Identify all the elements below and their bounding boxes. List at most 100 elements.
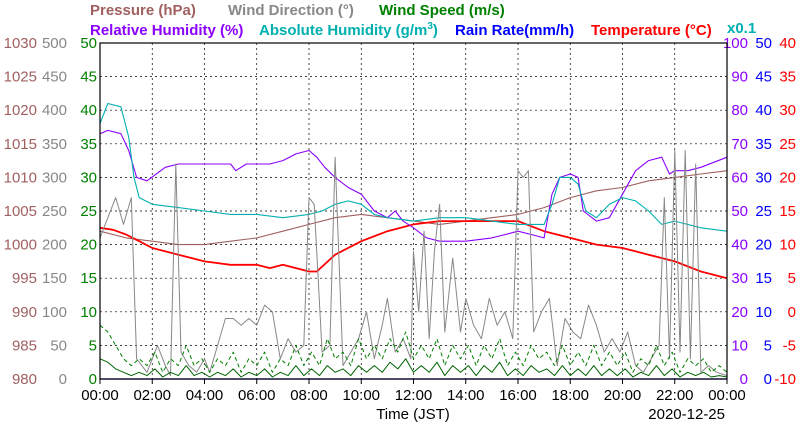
- tick-label-rel_hum: 10: [731, 337, 748, 354]
- tick-label-wind_dir: 100: [42, 304, 67, 321]
- tick-label-temp: 35: [779, 69, 796, 86]
- x-tick-label: 02:00: [133, 387, 171, 404]
- x-tick-label: 08:00: [290, 387, 328, 404]
- legend-absolute-humidity: Absolute Humidity (g/m3): [259, 21, 438, 39]
- tick-label-rain: 0: [764, 371, 772, 388]
- x-axis-label: Time (JST): [376, 406, 450, 423]
- tick-label-temp: 0: [788, 304, 796, 321]
- tick-label-wind_speed: 30: [80, 169, 97, 186]
- x-tick-label: 18:00: [551, 387, 589, 404]
- tick-label-wind_dir: 500: [42, 35, 67, 52]
- tick-label-rel_hum: 40: [731, 237, 748, 254]
- tick-label-wind_speed: 5: [89, 337, 97, 354]
- left-axis-ticks: 9809859909951000100510101015102010251030…: [4, 35, 97, 388]
- legend-relative-humidity: Relative Humidity (%): [90, 22, 243, 39]
- abs-humidity-scale-note: x0.1: [727, 20, 756, 37]
- tick-label-temp: -10: [774, 371, 796, 388]
- tick-label-rel_hum: 30: [731, 270, 748, 287]
- tick-label-pressure: 985: [12, 337, 37, 354]
- tick-label-wind_dir: 400: [42, 102, 67, 119]
- tick-label-pressure: 1005: [4, 203, 37, 220]
- tick-label-temp: -5: [783, 337, 796, 354]
- tick-label-rain: 40: [755, 102, 772, 119]
- tick-label-wind_speed: 10: [80, 304, 97, 321]
- tick-label-rain: 15: [755, 270, 772, 287]
- x-tick-label: 22:00: [656, 387, 694, 404]
- right-axis-ticks: 0102030405060708090100051015202530354045…: [723, 35, 796, 388]
- tick-label-temp: 10: [779, 237, 796, 254]
- legend-wind-speed: Wind Speed (m/s): [379, 2, 505, 19]
- tick-label-wind_speed: 0: [89, 371, 97, 388]
- plot-frame: [99, 42, 728, 380]
- tick-label-wind_speed: 15: [80, 270, 97, 287]
- tick-label-wind_dir: 300: [42, 169, 67, 186]
- tick-label-rain: 30: [755, 169, 772, 186]
- tick-label-rain: 5: [764, 337, 772, 354]
- tick-label-wind_speed: 20: [80, 237, 97, 254]
- tick-label-pressure: 1000: [4, 237, 37, 254]
- tick-label-temp: 15: [779, 203, 796, 220]
- grid-lines: [100, 43, 727, 379]
- tick-label-pressure: 990: [12, 304, 37, 321]
- series-wind-speed-avg: [99, 358, 728, 378]
- tick-label-rel_hum: 0: [740, 371, 748, 388]
- tick-label-rel_hum: 50: [731, 203, 748, 220]
- x-tick-label: 04:00: [186, 387, 224, 404]
- tick-label-rain: 25: [755, 203, 772, 220]
- tick-label-pressure: 995: [12, 270, 37, 287]
- x-tick-label: 12:00: [395, 387, 433, 404]
- tick-label-wind_dir: 250: [42, 203, 67, 220]
- tick-label-temp: 5: [788, 270, 796, 287]
- tick-label-pressure: 1025: [4, 69, 37, 86]
- series-absolute-humidity: [99, 102, 728, 232]
- legend-temperature: Temperature (°C): [591, 22, 712, 39]
- tick-label-pressure: 1030: [4, 35, 37, 52]
- x-tick-label: 14:00: [447, 387, 485, 404]
- tick-label-wind_speed: 50: [80, 35, 97, 52]
- tick-label-temp: 30: [779, 102, 796, 119]
- tick-label-pressure: 1020: [4, 102, 37, 119]
- tick-label-temp: 40: [779, 35, 796, 52]
- tick-label-pressure: 1010: [4, 169, 37, 186]
- tick-label-wind_dir: 450: [42, 69, 67, 86]
- x-tick-label: 10:00: [342, 387, 380, 404]
- x-tick-label: 00:00: [708, 387, 746, 404]
- tick-label-rel_hum: 90: [731, 69, 748, 86]
- chart-date: 2020-12-25: [648, 406, 725, 423]
- tick-label-wind_speed: 45: [80, 69, 97, 86]
- tick-label-rain: 45: [755, 69, 772, 86]
- tick-label-rel_hum: 100: [723, 35, 748, 52]
- tick-label-rel_hum: 70: [731, 136, 748, 153]
- tick-label-wind_dir: 0: [59, 371, 67, 388]
- tick-label-rel_hum: 80: [731, 102, 748, 119]
- series-wind-direction: [99, 150, 728, 377]
- tick-label-rain: 35: [755, 136, 772, 153]
- x-tick-label: 20:00: [604, 387, 642, 404]
- tick-label-wind_dir: 150: [42, 270, 67, 287]
- tick-label-rel_hum: 20: [731, 304, 748, 321]
- tick-label-wind_speed: 35: [80, 136, 97, 153]
- series-temperature: [99, 220, 728, 280]
- x-tick-label: 16:00: [499, 387, 537, 404]
- tick-label-rain: 50: [755, 35, 772, 52]
- tick-label-rain: 20: [755, 237, 772, 254]
- tick-label-rain: 10: [755, 304, 772, 321]
- tick-label-pressure: 1015: [4, 136, 37, 153]
- tick-label-temp: 25: [779, 136, 796, 153]
- tick-label-wind_dir: 200: [42, 237, 67, 254]
- tick-label-wind_dir: 50: [50, 337, 67, 354]
- legend-pressure: Pressure (hPa): [90, 2, 196, 19]
- x-tick-label: 06:00: [238, 387, 276, 404]
- tick-label-pressure: 980: [12, 371, 37, 388]
- tick-label-temp: 20: [779, 169, 796, 186]
- tick-label-wind_speed: 40: [80, 102, 97, 119]
- legend-wind-direction: Wind Direction (°): [228, 2, 354, 19]
- x-axis-ticks: 00:00 02:00 04:00 06:00 08:00 10:00 12:00 14:00…: [81, 379, 746, 404]
- x-tick-label: 00:00: [81, 387, 119, 404]
- tick-label-wind_dir: 350: [42, 136, 67, 153]
- tick-label-rel_hum: 60: [731, 169, 748, 186]
- tick-label-wind_speed: 25: [80, 203, 97, 220]
- series-wind-speed-max: [99, 324, 728, 373]
- legend-rain-rate: Rain Rate(mm/h): [455, 22, 574, 39]
